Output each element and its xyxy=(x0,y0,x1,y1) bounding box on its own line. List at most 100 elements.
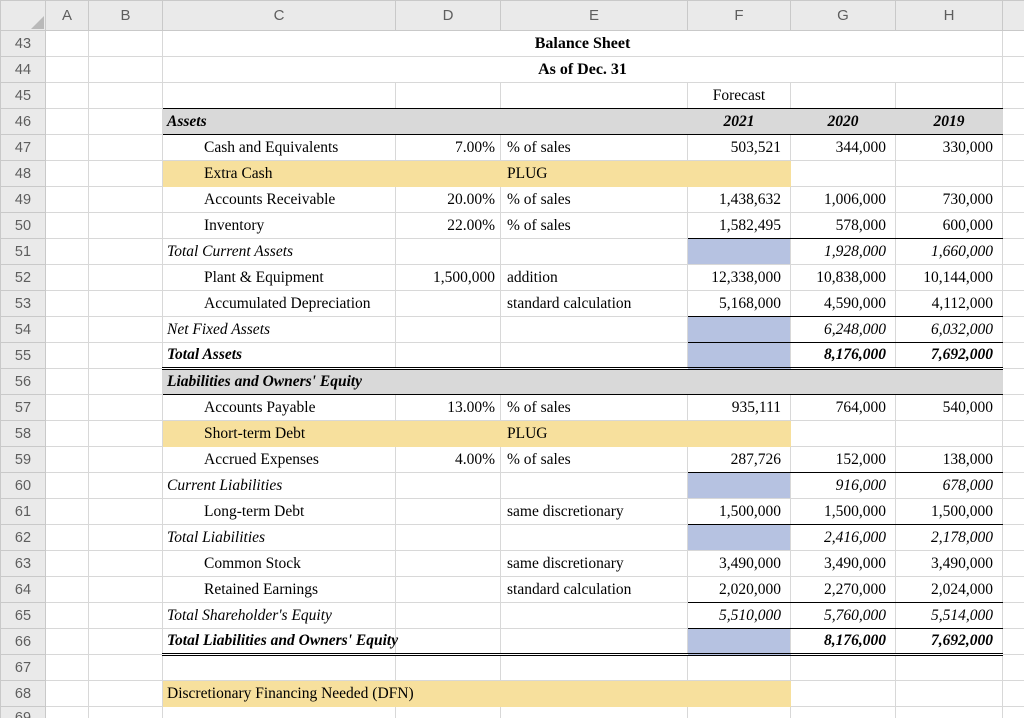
row-header-63[interactable]: 63 xyxy=(0,550,46,577)
cell-I50[interactable] xyxy=(1002,212,1024,239)
sheet-title[interactable]: Balance Sheet xyxy=(162,30,1003,57)
cell-I66[interactable] xyxy=(1002,628,1024,655)
cell-G56[interactable] xyxy=(790,368,896,395)
col-header-B[interactable]: B xyxy=(88,0,163,31)
col-header-D[interactable]: D xyxy=(395,0,501,31)
cell-I53[interactable] xyxy=(1002,290,1024,317)
cell-H51[interactable]: 1,660,000 xyxy=(895,238,1003,265)
cell-B68[interactable] xyxy=(88,680,163,707)
col-header-F[interactable]: F xyxy=(687,0,791,31)
cell-C64[interactable]: Retained Earnings xyxy=(162,576,396,603)
cell-A47[interactable] xyxy=(45,134,89,161)
cell-E65[interactable] xyxy=(500,602,688,629)
cell-I47[interactable] xyxy=(1002,134,1024,161)
cell-F68[interactable] xyxy=(687,680,791,707)
cell-E69[interactable] xyxy=(500,706,688,718)
cell-D52[interactable]: 1,500,000 xyxy=(395,264,501,291)
cell-I61[interactable] xyxy=(1002,498,1024,525)
cell-B66[interactable] xyxy=(88,628,163,655)
cell-E46[interactable] xyxy=(500,108,688,135)
cell-B58[interactable] xyxy=(88,420,163,447)
cell-A67[interactable] xyxy=(45,654,89,681)
cell-G54[interactable]: 6,248,000 xyxy=(790,316,896,343)
cell-H66[interactable]: 7,692,000 xyxy=(895,628,1003,656)
cell-H57[interactable]: 540,000 xyxy=(895,394,1003,421)
assets-section-header[interactable]: Assets xyxy=(162,108,396,135)
cell-F48[interactable] xyxy=(687,160,791,187)
cell-F69[interactable] xyxy=(687,706,791,718)
cell-F53[interactable]: 5,168,000 xyxy=(687,290,791,317)
row-header-57[interactable]: 57 xyxy=(0,394,46,421)
cell-G53[interactable]: 4,590,000 xyxy=(790,290,896,317)
cell-I60[interactable] xyxy=(1002,472,1024,499)
cell-G62[interactable]: 2,416,000 xyxy=(790,524,896,551)
cell-H56[interactable] xyxy=(895,368,1003,395)
forecast-label[interactable]: Forecast xyxy=(687,82,791,109)
cell-E62[interactable] xyxy=(500,524,688,551)
cell-H60[interactable]: 678,000 xyxy=(895,472,1003,499)
cell-E54[interactable] xyxy=(500,316,688,343)
cell-B59[interactable] xyxy=(88,446,163,473)
col-header-I-partial[interactable] xyxy=(1002,0,1024,31)
row-header-44[interactable]: 44 xyxy=(0,56,46,83)
row-header-54[interactable]: 54 xyxy=(0,316,46,343)
cell-B62[interactable] xyxy=(88,524,163,551)
col-header-E[interactable]: E xyxy=(500,0,688,31)
cell-F67[interactable] xyxy=(687,654,791,681)
cell-D45[interactable] xyxy=(395,82,501,109)
cell-C54[interactable]: Net Fixed Assets xyxy=(162,316,396,343)
cell-A53[interactable] xyxy=(45,290,89,317)
cell-B48[interactable] xyxy=(88,160,163,187)
cell-A61[interactable] xyxy=(45,498,89,525)
cell-H53[interactable]: 4,112,000 xyxy=(895,290,1003,317)
select-all-corner[interactable] xyxy=(0,0,46,31)
cell-G47[interactable]: 344,000 xyxy=(790,134,896,161)
cell-I65[interactable] xyxy=(1002,602,1024,629)
cell-H52[interactable]: 10,144,000 xyxy=(895,264,1003,291)
cell-E52[interactable]: addition xyxy=(500,264,688,291)
plug-cell-F60[interactable] xyxy=(687,472,791,499)
cell-D65[interactable] xyxy=(395,602,501,629)
cell-H65[interactable]: 5,514,000 xyxy=(895,602,1003,629)
cell-G49[interactable]: 1,006,000 xyxy=(790,186,896,213)
cell-E60[interactable] xyxy=(500,472,688,499)
cell-E55[interactable] xyxy=(500,342,688,370)
cell-C49[interactable]: Accounts Receivable xyxy=(162,186,396,213)
sheet-subtitle[interactable]: As of Dec. 31 xyxy=(162,56,1003,83)
row-header-45[interactable]: 45 xyxy=(0,82,46,109)
cell-H67[interactable] xyxy=(895,654,1003,681)
cell-C69[interactable] xyxy=(162,706,396,718)
row-header-61[interactable]: 61 xyxy=(0,498,46,525)
cell-H48[interactable] xyxy=(895,160,1003,187)
cell-H50[interactable]: 600,000 xyxy=(895,212,1003,239)
cell-C45[interactable] xyxy=(162,82,396,109)
cell-A51[interactable] xyxy=(45,238,89,265)
cell-I56[interactable] xyxy=(1002,368,1024,395)
cell-A45[interactable] xyxy=(45,82,89,109)
cell-C58[interactable]: Short-term Debt xyxy=(162,420,396,447)
cell-G59[interactable]: 152,000 xyxy=(790,446,896,473)
cell-H62[interactable]: 2,178,000 xyxy=(895,524,1003,551)
cell-F61[interactable]: 1,500,000 xyxy=(687,498,791,525)
cell-B67[interactable] xyxy=(88,654,163,681)
cell-A62[interactable] xyxy=(45,524,89,551)
cell-F52[interactable]: 12,338,000 xyxy=(687,264,791,291)
cell-E49[interactable]: % of sales xyxy=(500,186,688,213)
cell-E67[interactable] xyxy=(500,654,688,681)
cell-G67[interactable] xyxy=(790,654,896,681)
col-header-A[interactable]: A xyxy=(45,0,89,31)
col-header-G[interactable]: G xyxy=(790,0,896,31)
cell-F58[interactable] xyxy=(687,420,791,447)
cell-G51[interactable]: 1,928,000 xyxy=(790,238,896,265)
cell-E59[interactable]: % of sales xyxy=(500,446,688,473)
cell-E56[interactable] xyxy=(500,368,688,395)
year-header-2019[interactable]: 2019 xyxy=(895,108,1003,135)
cell-A69[interactable] xyxy=(45,706,89,718)
cell-G60[interactable]: 916,000 xyxy=(790,472,896,499)
dfn-label[interactable]: Discretionary Financing Needed (DFN) xyxy=(162,680,414,707)
cell-A52[interactable] xyxy=(45,264,89,291)
cell-F56[interactable] xyxy=(687,368,791,395)
cell-C63[interactable]: Common Stock xyxy=(162,550,396,577)
cell-E48[interactable]: PLUG xyxy=(500,160,688,187)
year-header-2020[interactable]: 2020 xyxy=(790,108,896,135)
